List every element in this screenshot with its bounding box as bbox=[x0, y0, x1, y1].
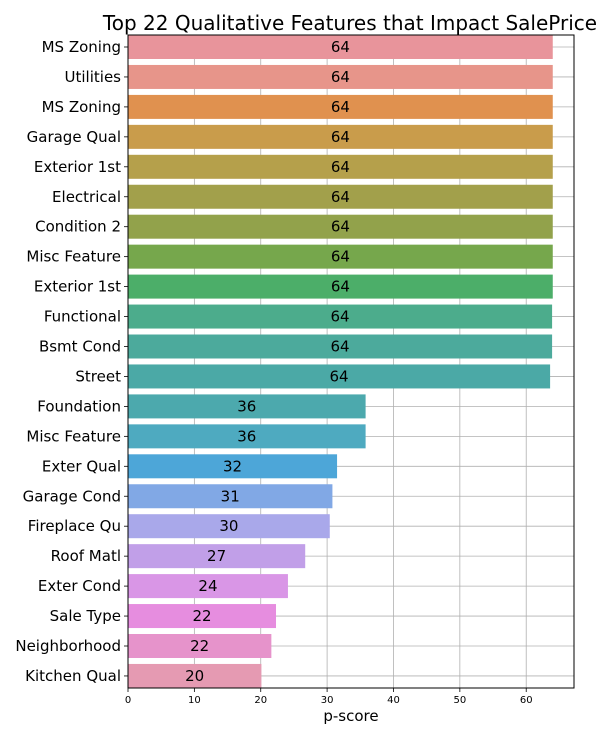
bar-value-label: 64 bbox=[331, 68, 350, 86]
bar bbox=[128, 394, 366, 419]
bar-value-label: 27 bbox=[207, 547, 226, 565]
x-axis-label: p-score bbox=[323, 707, 378, 725]
bar bbox=[128, 124, 553, 149]
x-tick-label: 10 bbox=[188, 695, 201, 706]
y-tick-label: Sale Type bbox=[50, 607, 121, 625]
bar-value-label: 64 bbox=[330, 367, 349, 385]
bar-value-label: 22 bbox=[190, 637, 209, 655]
x-tick-label: 50 bbox=[453, 695, 466, 706]
bar-value-label: 64 bbox=[331, 98, 350, 116]
y-tick-label: Fireplace Qu bbox=[28, 517, 121, 535]
bar bbox=[128, 214, 553, 239]
bar-value-label: 64 bbox=[331, 128, 350, 146]
bar-value-label: 36 bbox=[237, 397, 256, 415]
y-tick-label: Street bbox=[75, 367, 121, 385]
x-tick-label: 0 bbox=[125, 695, 131, 706]
bar bbox=[128, 454, 338, 479]
bars: 64 64 64 64 64 64 64 64 64 64 64 64 36 36 32 31 30 27 24 22… bbox=[128, 35, 553, 688]
y-tick-label: Functional bbox=[44, 308, 121, 326]
bar-value-label: 22 bbox=[192, 607, 211, 625]
bar-value-label: 32 bbox=[223, 457, 242, 475]
bar bbox=[128, 514, 330, 539]
bar bbox=[128, 304, 553, 329]
bar bbox=[128, 64, 553, 89]
bar bbox=[128, 604, 277, 629]
y-tick-label: Garage Qual bbox=[27, 128, 121, 146]
bar-value-label: 64 bbox=[331, 308, 350, 326]
y-tick-label: Roof Matl bbox=[51, 547, 121, 565]
y-tick-label: Garage Cond bbox=[23, 487, 121, 505]
bar-value-label: 24 bbox=[198, 577, 217, 595]
y-tick-label: Electrical bbox=[52, 188, 121, 206]
x-tick-label: 30 bbox=[321, 695, 334, 706]
bar-value-label: 31 bbox=[221, 487, 240, 505]
y-tick-label: MS Zoning bbox=[42, 98, 121, 116]
bar bbox=[128, 94, 553, 119]
y-tick-label: Kitchen Qual bbox=[25, 667, 121, 685]
y-tick-label: Exter Cond bbox=[38, 577, 121, 595]
x-tick-label: 60 bbox=[520, 695, 533, 706]
y-tick-label: Exterior 1st bbox=[34, 278, 121, 296]
bar bbox=[128, 364, 551, 389]
plot-frame bbox=[127, 34, 575, 689]
y-tick-label: Exterior 1st bbox=[34, 158, 121, 176]
bar bbox=[128, 663, 262, 688]
y-tick-label: Neighborhood bbox=[15, 637, 121, 655]
bar bbox=[128, 154, 553, 179]
bar-value-label: 64 bbox=[331, 278, 350, 296]
bar-value-label: 64 bbox=[331, 218, 350, 236]
bar bbox=[128, 244, 553, 269]
y-tick-label: MS Zoning bbox=[42, 38, 121, 56]
bar-value-label: 64 bbox=[331, 338, 350, 356]
bar-value-label: 64 bbox=[331, 188, 350, 206]
bar-value-label: 36 bbox=[237, 427, 256, 445]
x-axis-ticks: 0 10 20 30 40 50 60 bbox=[125, 688, 533, 706]
y-tick-label: Utilities bbox=[65, 68, 122, 86]
y-tick-label: Bsmt Cond bbox=[39, 338, 121, 356]
bar bbox=[128, 274, 553, 299]
y-tick-label: Misc Feature bbox=[26, 427, 121, 445]
chart-title: Top 22 Qualitative Features that Impact … bbox=[102, 11, 597, 35]
bar-value-label: 64 bbox=[331, 38, 350, 56]
bar-value-label: 64 bbox=[331, 248, 350, 266]
bar bbox=[128, 484, 333, 509]
bar-value-label: 20 bbox=[185, 667, 204, 685]
bar-value-label: 30 bbox=[219, 517, 238, 535]
bar bbox=[128, 184, 553, 209]
x-tick-label: 40 bbox=[387, 695, 400, 706]
bar bbox=[128, 544, 306, 569]
x-tick-label: 20 bbox=[254, 695, 267, 706]
bar bbox=[128, 334, 553, 359]
y-tick-label: Condition 2 bbox=[35, 218, 121, 236]
y-axis-labels: MS Zoning Utilities MS Zoning Garage Qual Ex… bbox=[15, 38, 128, 685]
bar-value-label: 64 bbox=[331, 158, 350, 176]
y-tick-label: Exter Qual bbox=[42, 457, 121, 475]
bar bbox=[128, 634, 272, 658]
bar bbox=[128, 424, 366, 449]
bar bbox=[128, 574, 288, 599]
bar bbox=[128, 35, 553, 59]
y-tick-label: Misc Feature bbox=[26, 248, 121, 266]
y-tick-label: Foundation bbox=[37, 397, 121, 415]
